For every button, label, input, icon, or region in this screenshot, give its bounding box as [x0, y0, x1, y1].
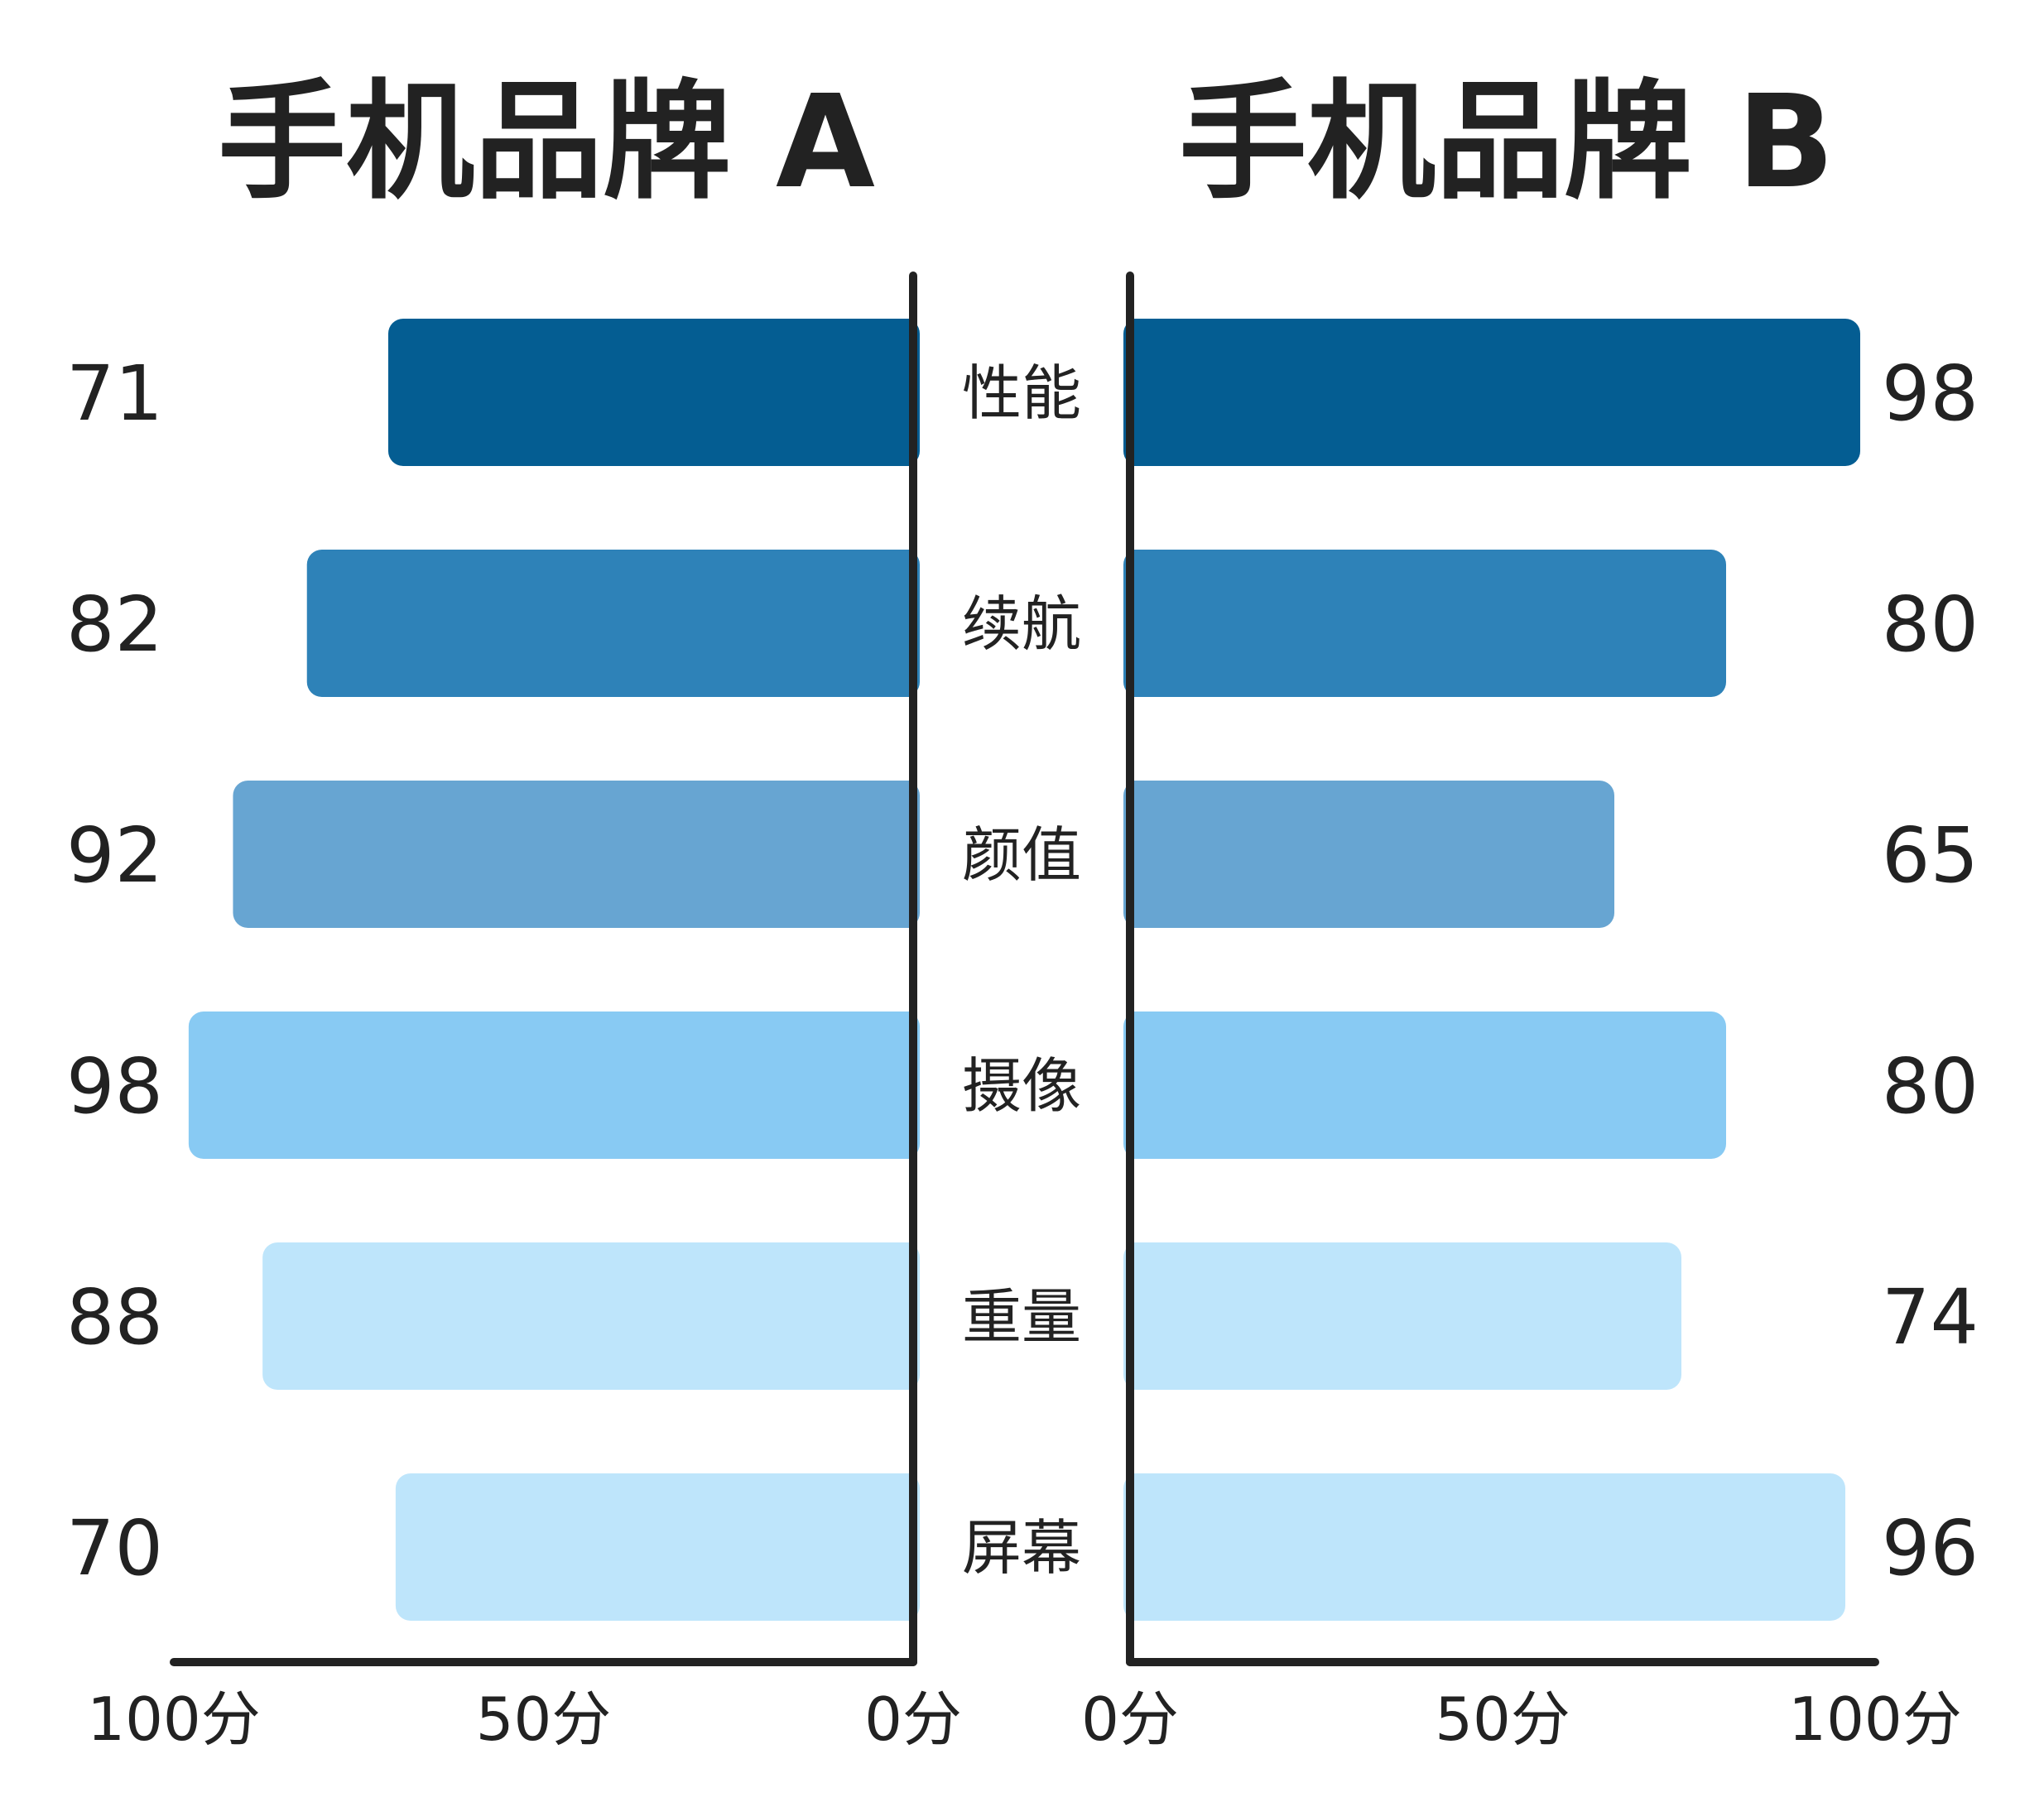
right-axis-tick-label-1: 50分	[1435, 1684, 1570, 1754]
right-bar-2	[1123, 781, 1614, 928]
right-axis-tick-label-2: 100分	[1788, 1684, 1961, 1754]
left-value-label-1: 82	[66, 580, 163, 669]
right-axis-tick-label-0: 0分	[1081, 1684, 1179, 1754]
bars-layer: 71 98 性能 82 80 续航 92 65 颜值 98 80 摄像 88 74 重量 70 96 屏幕	[66, 319, 1979, 1621]
right-bar-0	[1123, 319, 1860, 466]
left-axis-tick-label-2: 0分	[864, 1684, 962, 1754]
right-bar-5	[1123, 1473, 1845, 1621]
right-value-label-4: 74	[1882, 1273, 1979, 1362]
left-bar-2	[233, 781, 920, 928]
axes-layer: 100分 50分 0分 0分 50分 100分	[87, 272, 1962, 1754]
right-value-label-1: 80	[1882, 580, 1979, 669]
right-value-label-3: 80	[1882, 1042, 1979, 1131]
left-value-label-2: 92	[66, 811, 163, 900]
left-value-label-0: 71	[66, 349, 163, 438]
right-bar-4	[1123, 1242, 1681, 1390]
right-value-label-2: 65	[1882, 811, 1979, 900]
left-bar-3	[188, 1012, 921, 1159]
left-bar-1	[306, 550, 920, 697]
left-axis-tick-label-0: 100分	[87, 1684, 260, 1754]
category-label-2: 颜值	[962, 820, 1081, 890]
category-label-3: 摄像	[962, 1051, 1081, 1121]
category-label-4: 重量	[962, 1282, 1081, 1352]
right-value-label-0: 98	[1882, 349, 1979, 438]
right-value-label-5: 96	[1882, 1504, 1979, 1593]
left-value-label-5: 70	[66, 1504, 163, 1593]
left-value-label-4: 88	[66, 1273, 163, 1362]
left-bar-0	[387, 319, 921, 466]
left-panel-title: 手机品牌 A	[218, 67, 875, 217]
right-bar-1	[1123, 550, 1726, 697]
left-bar-4	[262, 1242, 920, 1390]
left-axis-tick-label-1: 50分	[476, 1684, 612, 1754]
category-label-1: 续航	[962, 589, 1081, 659]
left-bar-5	[395, 1473, 920, 1621]
left-value-label-3: 98	[66, 1042, 163, 1131]
category-label-5: 屏幕	[962, 1513, 1081, 1583]
right-panel-title: 手机品牌 B	[1179, 67, 1835, 217]
category-label-0: 性能	[962, 358, 1081, 428]
right-bar-3	[1123, 1012, 1726, 1159]
